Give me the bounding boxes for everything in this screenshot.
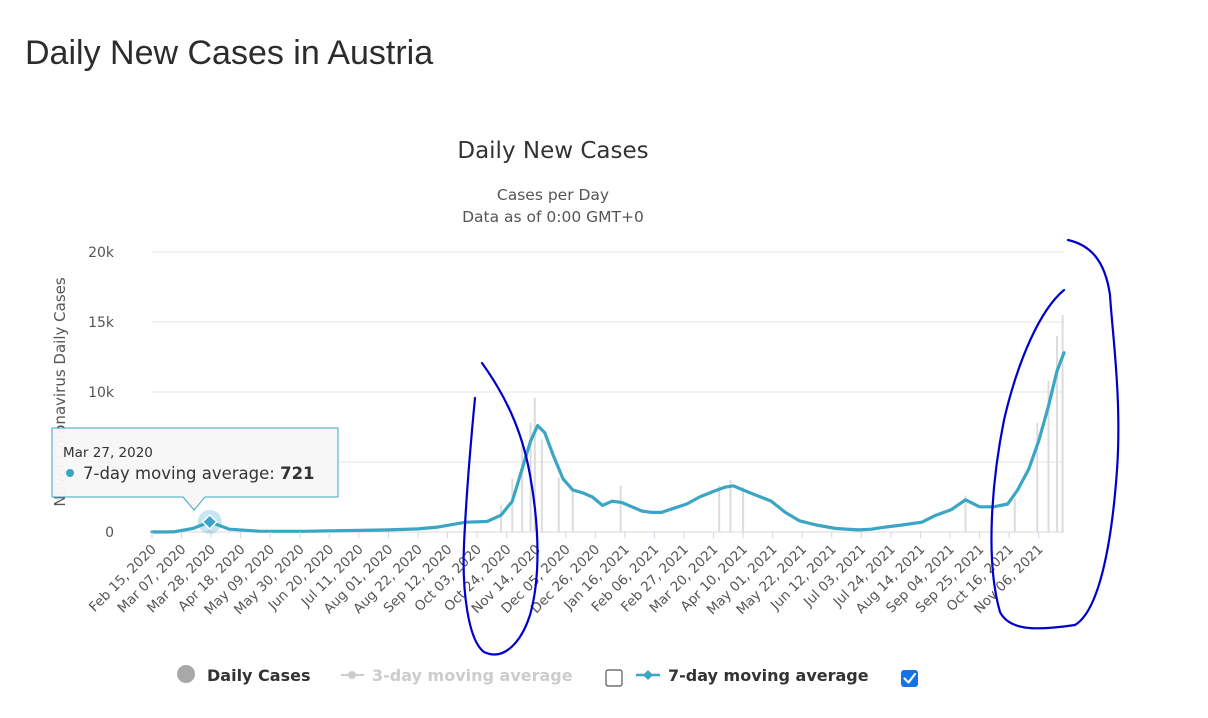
daily-cases-bar — [1061, 315, 1064, 532]
daily-cases-bar — [521, 441, 524, 532]
tooltip-date: Mar 27, 2020 — [63, 445, 153, 461]
chart-subtitle-line-2: Data as of 0:00 GMT+0 — [462, 208, 644, 226]
tooltip-series-label: 7-day moving average: — [83, 464, 280, 483]
legend-item-3-day-moving-average[interactable]: 3-day moving average — [341, 666, 573, 685]
legend-marker-daily-cases — [177, 665, 195, 683]
chart-subtitle-line-1: Cases per Day — [497, 186, 609, 204]
chart-title: Daily New Cases — [457, 138, 648, 164]
hover-point-marker — [201, 513, 218, 530]
tooltip-series-marker — [66, 469, 74, 477]
daily-cases-bar — [964, 495, 967, 532]
daily-cases-bar — [500, 505, 503, 532]
legend-item-daily-cases[interactable]: Daily Cases — [177, 665, 310, 685]
tooltip-series-text: 7-day moving average: 721 — [83, 464, 315, 483]
hand-drawn-annotations — [462, 238, 1120, 656]
legend-label-7-day: 7-day moving average — [668, 666, 869, 685]
y-tick-label: 15k — [88, 315, 115, 331]
checkbox-3-day-box — [605, 669, 623, 687]
daily-cases-bar — [1013, 498, 1016, 532]
tooltip: Mar 27, 2020 7-day moving average: 721 — [51, 427, 339, 511]
page-title: Daily New Cases in Austria — [25, 34, 434, 72]
daily-cases-bar — [1036, 422, 1039, 532]
y-tick-label: 0 — [105, 525, 114, 541]
annotation-loop-autumn-2021 — [990, 238, 1120, 630]
daily-cases-bar — [718, 485, 721, 532]
y-tick-label: 10k — [88, 385, 115, 401]
legend-item-7-day-moving-average[interactable]: 7-day moving average — [636, 666, 869, 685]
legend-marker-3-day — [348, 671, 356, 679]
checkbox-3-day-moving-average[interactable] — [605, 669, 623, 687]
chart-legend: Daily Cases 3-day moving average 7-day m… — [177, 665, 918, 687]
daily-cases-bar — [619, 485, 622, 532]
tooltip-series-value: 721 — [280, 464, 314, 483]
daily-cases-bars — [208, 315, 1064, 532]
daily-cases-bar — [1047, 380, 1050, 532]
checkmark-icon — [903, 672, 917, 684]
series-line-7-day-moving-average — [150, 351, 1066, 534]
daily-cases-bar — [729, 480, 732, 532]
daily-cases-bar — [540, 439, 543, 532]
legend-label-daily-cases: Daily Cases — [207, 666, 310, 685]
hover-highlight — [197, 509, 222, 534]
daily-cases-bar — [557, 477, 560, 532]
daily-cases-bar — [511, 478, 514, 532]
daily-cases-bar — [1055, 336, 1058, 532]
checkbox-7-day-moving-average[interactable] — [901, 670, 918, 687]
daily-cases-bar — [571, 490, 574, 532]
annotation-loop-autumn-2020 — [462, 361, 539, 656]
daily-cases-bar — [742, 487, 745, 532]
tooltip-box — [51, 427, 339, 511]
series-lines — [150, 351, 1066, 534]
legend-marker-7-day — [643, 670, 653, 680]
daily-cases-bar — [533, 397, 536, 532]
legend-label-3-day: 3-day moving average — [372, 666, 573, 685]
y-tick-label: 20k — [88, 245, 115, 261]
